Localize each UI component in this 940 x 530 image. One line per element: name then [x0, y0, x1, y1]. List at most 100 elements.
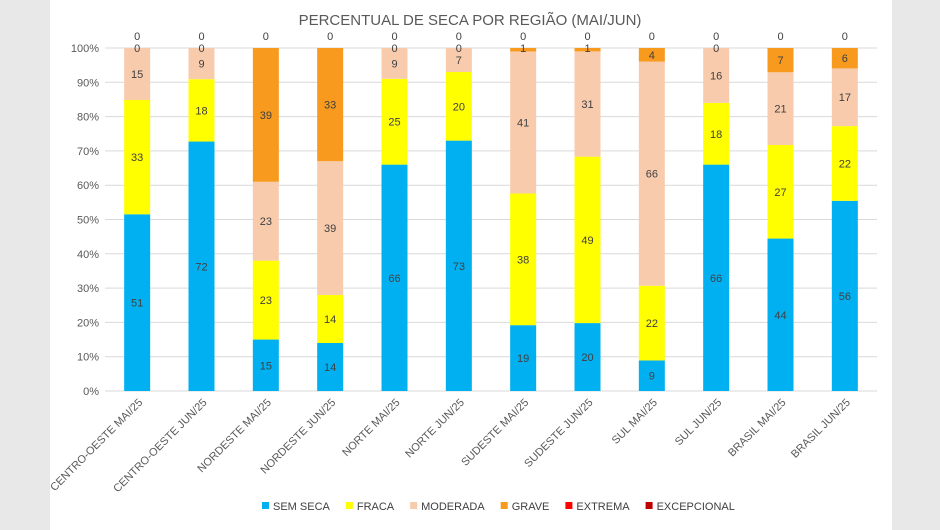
data-label: 0 — [842, 31, 848, 43]
data-label: 1 — [520, 43, 526, 55]
chart-card: PERCENTUAL DE SECA POR REGIÃO (MAI/JUN) … — [50, 0, 892, 530]
bar-segment — [767, 72, 794, 146]
legend-label: MODERADA — [421, 501, 485, 513]
bar-segment — [831, 68, 858, 127]
legend-label: EXCEPCIONAL — [657, 501, 735, 513]
legend-label: EXTREMA — [576, 501, 630, 513]
x-category-label: NORTE JUN/25 — [403, 397, 467, 461]
y-tick-label: 10% — [77, 352, 99, 364]
data-label: 51 — [131, 298, 143, 310]
data-label: 9 — [391, 58, 397, 70]
data-label: 27 — [774, 187, 786, 199]
bar-segment — [252, 339, 279, 391]
bar-segment — [252, 181, 279, 261]
x-category-label: BRASIL JUN/25 — [789, 397, 853, 461]
y-tick-label: 50% — [77, 215, 99, 227]
data-label: 0 — [391, 43, 397, 55]
data-label: 73 — [453, 261, 465, 273]
data-label: 4 — [649, 50, 655, 62]
bar-segment — [831, 126, 858, 201]
bar-segment — [445, 48, 472, 73]
data-label: 18 — [195, 105, 207, 117]
data-label: 66 — [710, 273, 722, 285]
bar-segment — [252, 48, 279, 182]
data-label: 0 — [391, 31, 397, 43]
bar-segment — [831, 48, 858, 69]
data-label: 0 — [134, 43, 140, 55]
bar-segment — [381, 78, 408, 165]
x-category-label: BRASIL MAI/25 — [726, 397, 789, 460]
gridlines — [105, 47, 877, 392]
bar-segment — [381, 48, 408, 79]
data-label: 0 — [713, 43, 719, 55]
data-label: 17 — [839, 92, 851, 104]
data-label: 20 — [453, 101, 465, 113]
y-axis-ticks: 0% 10% 20% 30% 40% 50% 60% 70% 80% 90% 100% — [71, 43, 99, 398]
bar-segment — [574, 51, 601, 157]
bar-segment — [574, 48, 601, 52]
data-label: 22 — [646, 318, 658, 330]
legend: SEM SECA FRACA MODERADA GRAVE EXTREMA EXCEPCI… — [262, 501, 735, 513]
x-category-label: SUDESTE MAI/25 — [459, 397, 531, 469]
y-tick-label: 70% — [77, 146, 99, 158]
legend-swatch — [565, 502, 573, 509]
bar-segment — [317, 161, 344, 295]
bar-segment — [381, 164, 408, 391]
y-tick-label: 0% — [83, 386, 99, 398]
data-label: 0 — [584, 31, 590, 43]
bar-segment — [638, 61, 665, 286]
bar-segment — [510, 51, 537, 194]
y-tick-label: 20% — [77, 317, 99, 329]
bar-segment — [188, 141, 215, 391]
legend-swatch — [645, 502, 653, 509]
data-label: 41 — [517, 117, 529, 129]
bar-segment — [767, 48, 794, 73]
data-label: 0 — [198, 43, 204, 55]
legend-label: SEM SECA — [273, 501, 331, 513]
data-label: 0 — [520, 31, 526, 43]
legend-swatch — [410, 502, 418, 509]
bar-segment — [638, 285, 665, 361]
bar-segment — [767, 145, 794, 239]
data-label: 15 — [131, 69, 143, 81]
bar-segment — [831, 200, 858, 391]
data-label: 14 — [324, 362, 336, 374]
data-label: 0 — [263, 31, 269, 43]
data-label: 72 — [195, 261, 207, 273]
data-label: 56 — [839, 291, 851, 303]
data-label: 66 — [388, 273, 400, 285]
data-label: 19 — [517, 353, 529, 365]
stacked-bar-chart: PERCENTUAL DE SECA POR REGIÃO (MAI/JUN) … — [50, 12, 877, 513]
data-label: 7 — [777, 55, 783, 67]
data-label: 66 — [646, 169, 658, 181]
bar-segment — [124, 48, 151, 100]
data-label: 38 — [517, 254, 529, 266]
data-labels: 5133150072189001523233901414393306625900… — [131, 31, 851, 383]
data-label: 23 — [260, 216, 272, 228]
data-label: 0 — [649, 31, 655, 43]
data-label: 0 — [456, 43, 462, 55]
bar-segment — [703, 164, 730, 391]
y-tick-label: 100% — [71, 43, 99, 55]
bar-segment — [124, 214, 151, 391]
data-label: 31 — [581, 99, 593, 111]
bar-segment — [188, 79, 215, 142]
data-label: 33 — [324, 100, 336, 112]
bar-segment — [510, 325, 537, 391]
data-label: 0 — [713, 31, 719, 43]
x-category-label: SUL JUN/25 — [673, 397, 724, 448]
data-label: 23 — [260, 295, 272, 307]
y-tick-label: 30% — [77, 283, 99, 295]
bar-segment — [445, 140, 472, 391]
legend-swatch — [345, 502, 353, 509]
bar-segment — [317, 294, 344, 343]
legend-label: GRAVE — [512, 501, 550, 513]
bar-segment — [767, 238, 794, 391]
bar-segment — [638, 48, 665, 62]
data-label: 39 — [260, 110, 272, 122]
data-label: 33 — [131, 152, 143, 164]
data-label: 16 — [710, 70, 722, 82]
bar-segment — [317, 342, 344, 391]
y-tick-label: 90% — [77, 77, 99, 89]
